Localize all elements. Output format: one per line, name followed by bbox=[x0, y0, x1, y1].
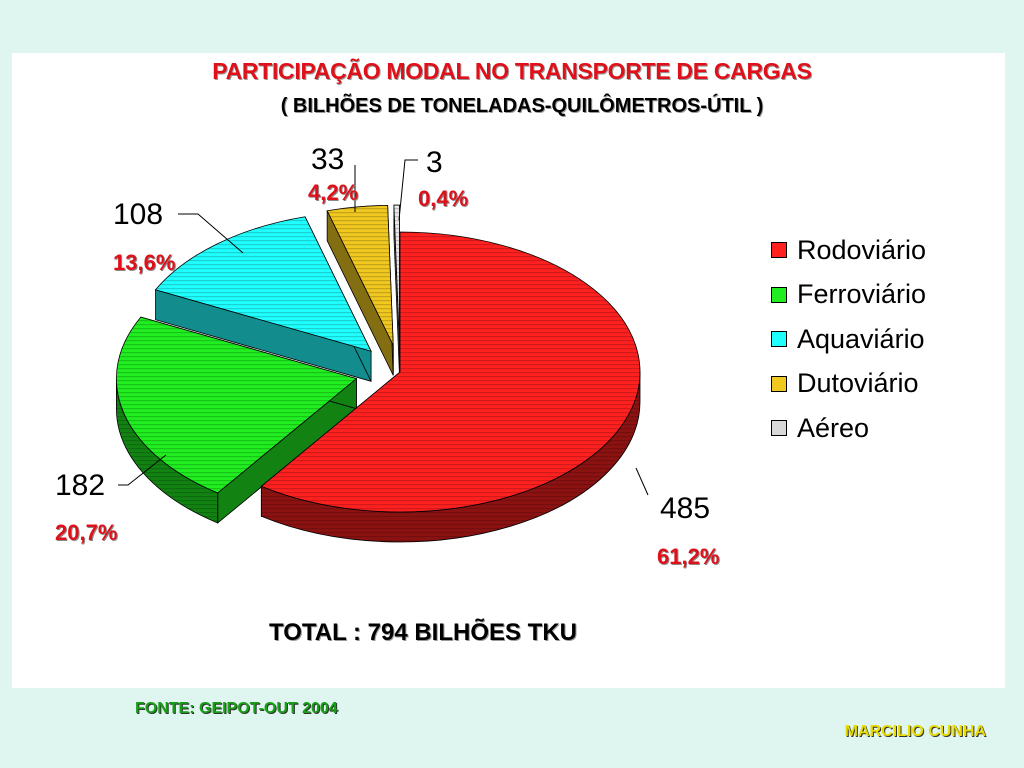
pie-slice-aquaviario bbox=[154, 216, 372, 382]
value-label-rodoviario: 485 bbox=[660, 492, 711, 525]
value-label-ferroviario: 182 bbox=[55, 469, 106, 502]
author-name: MARCILIO CUNHA bbox=[844, 723, 986, 740]
legend-label-dutoviario: Dutoviário bbox=[797, 368, 919, 399]
leader-line-aquaviario bbox=[178, 213, 244, 254]
source-note: FONTE: GEIPOT-OUT 2004 bbox=[135, 700, 338, 717]
chart-legend: Rodoviário Ferroviário Aquaviário Dutovi… bbox=[771, 228, 991, 451]
leader-line-rodoviario bbox=[635, 467, 649, 496]
legend-swatch-aquaviario bbox=[771, 331, 787, 348]
pie-slice-ferroviario bbox=[115, 316, 358, 524]
value-label-dutoviario: 33 bbox=[311, 143, 345, 176]
percent-label-rodoviario: 61,2% bbox=[657, 544, 720, 569]
legend-label-aereo: Aéreo bbox=[797, 412, 870, 443]
percent-label-dutoviario: 4,2% bbox=[308, 180, 359, 205]
legend-item-aquaviario: Aquaviário bbox=[771, 317, 991, 362]
legend-item-aereo: Aéreo bbox=[771, 406, 991, 451]
value-label-aereo: 3 bbox=[426, 146, 443, 179]
legend-swatch-dutoviario bbox=[771, 375, 787, 392]
legend-item-ferroviario: Ferroviário bbox=[771, 273, 991, 318]
legend-label-aquaviario: Aquaviário bbox=[797, 323, 925, 354]
legend-item-dutoviario: Dutoviário bbox=[771, 362, 991, 407]
percent-label-aereo: 0,4% bbox=[418, 186, 469, 211]
legend-swatch-aereo bbox=[771, 420, 787, 437]
legend-item-rodoviario: Rodoviário bbox=[771, 228, 991, 273]
legend-swatch-ferroviario bbox=[771, 286, 787, 303]
legend-swatch-rodoviario bbox=[771, 242, 787, 259]
percent-label-ferroviario: 20,7% bbox=[55, 520, 118, 545]
legend-label-ferroviario: Ferroviário bbox=[797, 279, 927, 310]
value-label-aquaviario: 108 bbox=[113, 198, 164, 231]
total-label: TOTAL : 794 BILHÕES TKU bbox=[268, 619, 578, 646]
chart-title: PARTICIPAÇÃO MODAL NO TRANSPORTE DE CARG… bbox=[212, 58, 812, 84]
pie-slice-dutoviario bbox=[326, 204, 394, 376]
leader-line-aereo bbox=[398, 159, 418, 221]
pie-slice-rodoviario bbox=[260, 231, 641, 543]
legend-label-rodoviario: Rodoviário bbox=[797, 234, 927, 265]
pie-slice-aereo bbox=[393, 204, 400, 376]
chart-subtitle: ( BILHÕES DE TONELADAS-QUILÔMETROS-ÚTIL … bbox=[280, 95, 764, 117]
percent-label-aquaviario: 13,6% bbox=[113, 250, 176, 275]
leader-line-ferroviario bbox=[118, 454, 167, 486]
